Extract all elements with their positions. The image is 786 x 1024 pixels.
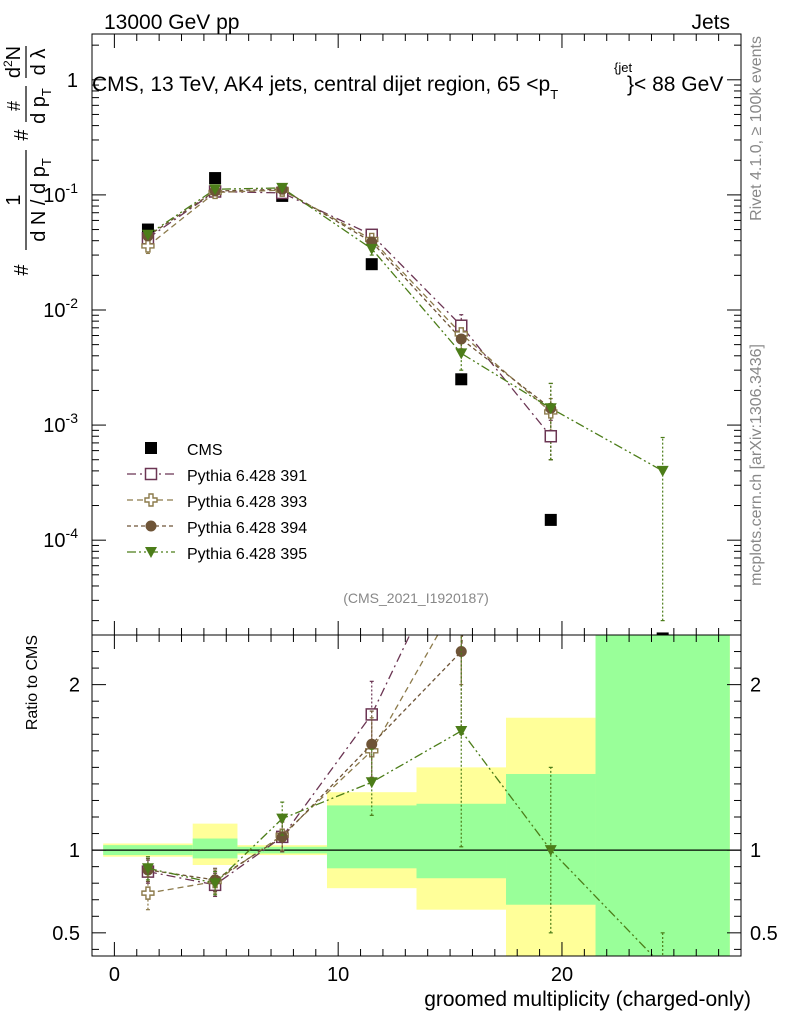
svg-text:#: # xyxy=(11,264,33,276)
x-tick-label-0: 0 xyxy=(109,964,120,986)
y-ratio-tick-label-left-0: 0.5 xyxy=(52,923,80,945)
ratio-uncertainty-bands xyxy=(92,635,741,956)
y-ratio-tick-label-left-2: 2 xyxy=(69,675,80,697)
ratio-series xyxy=(141,133,669,972)
legend-marker-1 xyxy=(144,493,158,507)
cms-point-5 xyxy=(544,513,557,526)
ratio-point-3-5 xyxy=(544,845,557,857)
x-axis-label: groomed multiplicity (charged-only) xyxy=(424,988,751,1011)
y-ratio-tick-label-right-0: 0.5 xyxy=(750,923,778,945)
ratio-point-3-6 xyxy=(657,961,669,972)
legend-label-2: Pythia 6.428 394 xyxy=(187,520,307,537)
y-axis-label-ratio: Ratio to CMS xyxy=(24,635,41,730)
ratio-point-3-3 xyxy=(365,777,378,789)
svg-text:d2N: d2N xyxy=(1,46,25,78)
rivet-version-label: Rivet 4.1.0, ≥ 100k events xyxy=(748,36,765,221)
ratio-point-3-2 xyxy=(276,813,289,825)
svg-text:d pT: d pT xyxy=(28,88,54,124)
cms-point-4 xyxy=(455,373,468,386)
ratio-point-0-5 xyxy=(545,133,556,144)
main-line-1 xyxy=(147,189,552,413)
ratio-point-0-4 xyxy=(456,522,467,533)
legend-marker-0 xyxy=(144,467,158,481)
legend-marker-2 xyxy=(145,520,157,532)
svg-text:d λ: d λ xyxy=(28,49,50,76)
y-axis-label-main: # 1 d N / d pT # d pT # d2N d λ xyxy=(1,46,54,276)
main-point-3-0 xyxy=(141,229,154,241)
y-ratio-tick-label-left-1: 1 xyxy=(69,840,80,862)
ratio-line-0 xyxy=(147,635,411,886)
svg-text:#: # xyxy=(11,129,33,141)
main-line-2 xyxy=(147,188,552,409)
plot-title-tail: }< 88 GeV xyxy=(627,73,723,96)
plot-title-superscript: {jet xyxy=(614,60,632,75)
main-frame xyxy=(91,33,742,636)
ratio-point-2-2 xyxy=(276,831,288,843)
axes: 0 10 20 1 10-1 10-2 10-3 10-4 0.5 0.5 1 1 2 2 xyxy=(43,34,778,986)
main-point-2-4 xyxy=(455,333,467,345)
ratio-point-3-4 xyxy=(455,725,468,737)
main-series xyxy=(141,172,669,635)
legend-label-3: Pythia 6.428 395 xyxy=(187,546,307,563)
y-ratio-tick-label-right-2: 2 xyxy=(750,675,761,697)
legend-label-1: Pythia 6.428 393 xyxy=(187,494,307,511)
main-point-1-0 xyxy=(141,239,155,253)
ratio-point-2-4 xyxy=(455,646,467,658)
ratio-point-3-0 xyxy=(141,863,154,875)
main-point-0-5 xyxy=(544,429,558,443)
x-tick-label-1: 10 xyxy=(327,964,349,986)
legend: CMS Pythia 6.428 391 Pythia 6.428 393 Pythi… xyxy=(127,442,307,563)
svg-text:d N / d pT: d N / d pT xyxy=(28,158,54,242)
cms-point-1 xyxy=(209,172,222,185)
main-line-0 xyxy=(147,190,552,437)
y-main-tick-label-3: 10-3 xyxy=(43,410,78,437)
ratio-point-3-1 xyxy=(209,878,222,890)
ratio-line-2 xyxy=(147,635,464,881)
legend-marker-3 xyxy=(145,547,157,558)
main-point-3-4 xyxy=(455,348,468,360)
cms-point-6 xyxy=(656,632,669,635)
y-ratio-tick-label-right-1: 1 xyxy=(750,840,761,862)
main-point-3-5 xyxy=(544,403,557,415)
svg-text:1: 1 xyxy=(3,194,25,205)
legend-marker-cms xyxy=(145,442,157,454)
ratio-point-1-0 xyxy=(141,886,155,900)
y-main-tick-label-4: 10-4 xyxy=(43,525,78,552)
main-point-3-6 xyxy=(656,465,669,477)
main-point-3-1 xyxy=(209,184,222,196)
main-point-3-2 xyxy=(276,182,289,194)
main-line-3 xyxy=(147,187,663,472)
ratio-point-2-3 xyxy=(366,738,378,750)
header-category: Jets xyxy=(691,11,730,34)
main-point-3-3 xyxy=(365,243,378,255)
x-tick-label-2: 20 xyxy=(551,964,573,986)
y-main-tick-label-1: 10-1 xyxy=(43,180,78,207)
header-process: 13000 GeV pp xyxy=(104,11,239,34)
cms-point-3 xyxy=(365,258,378,271)
ratio-line-1 xyxy=(147,635,439,894)
y-main-tick-label-0: 1 xyxy=(67,70,78,92)
band-inner-1 xyxy=(192,838,238,859)
y-main-tick-label-2: 10-2 xyxy=(43,295,78,322)
band-inner-6 xyxy=(595,635,730,956)
svg-text:#: # xyxy=(4,101,24,111)
legend-label-cms: CMS xyxy=(187,442,223,459)
legend-label-0: Pythia 6.428 391 xyxy=(187,468,307,485)
plot-title: CMS, 13 TeV, AK4 jets, central dijet reg… xyxy=(92,73,558,102)
mcplots-label: mcplots.cern.ch [arXiv:1306.3436] xyxy=(748,344,765,586)
ratio-frame xyxy=(91,634,742,957)
analysis-reference: (CMS_2021_I1920187) xyxy=(343,590,489,606)
